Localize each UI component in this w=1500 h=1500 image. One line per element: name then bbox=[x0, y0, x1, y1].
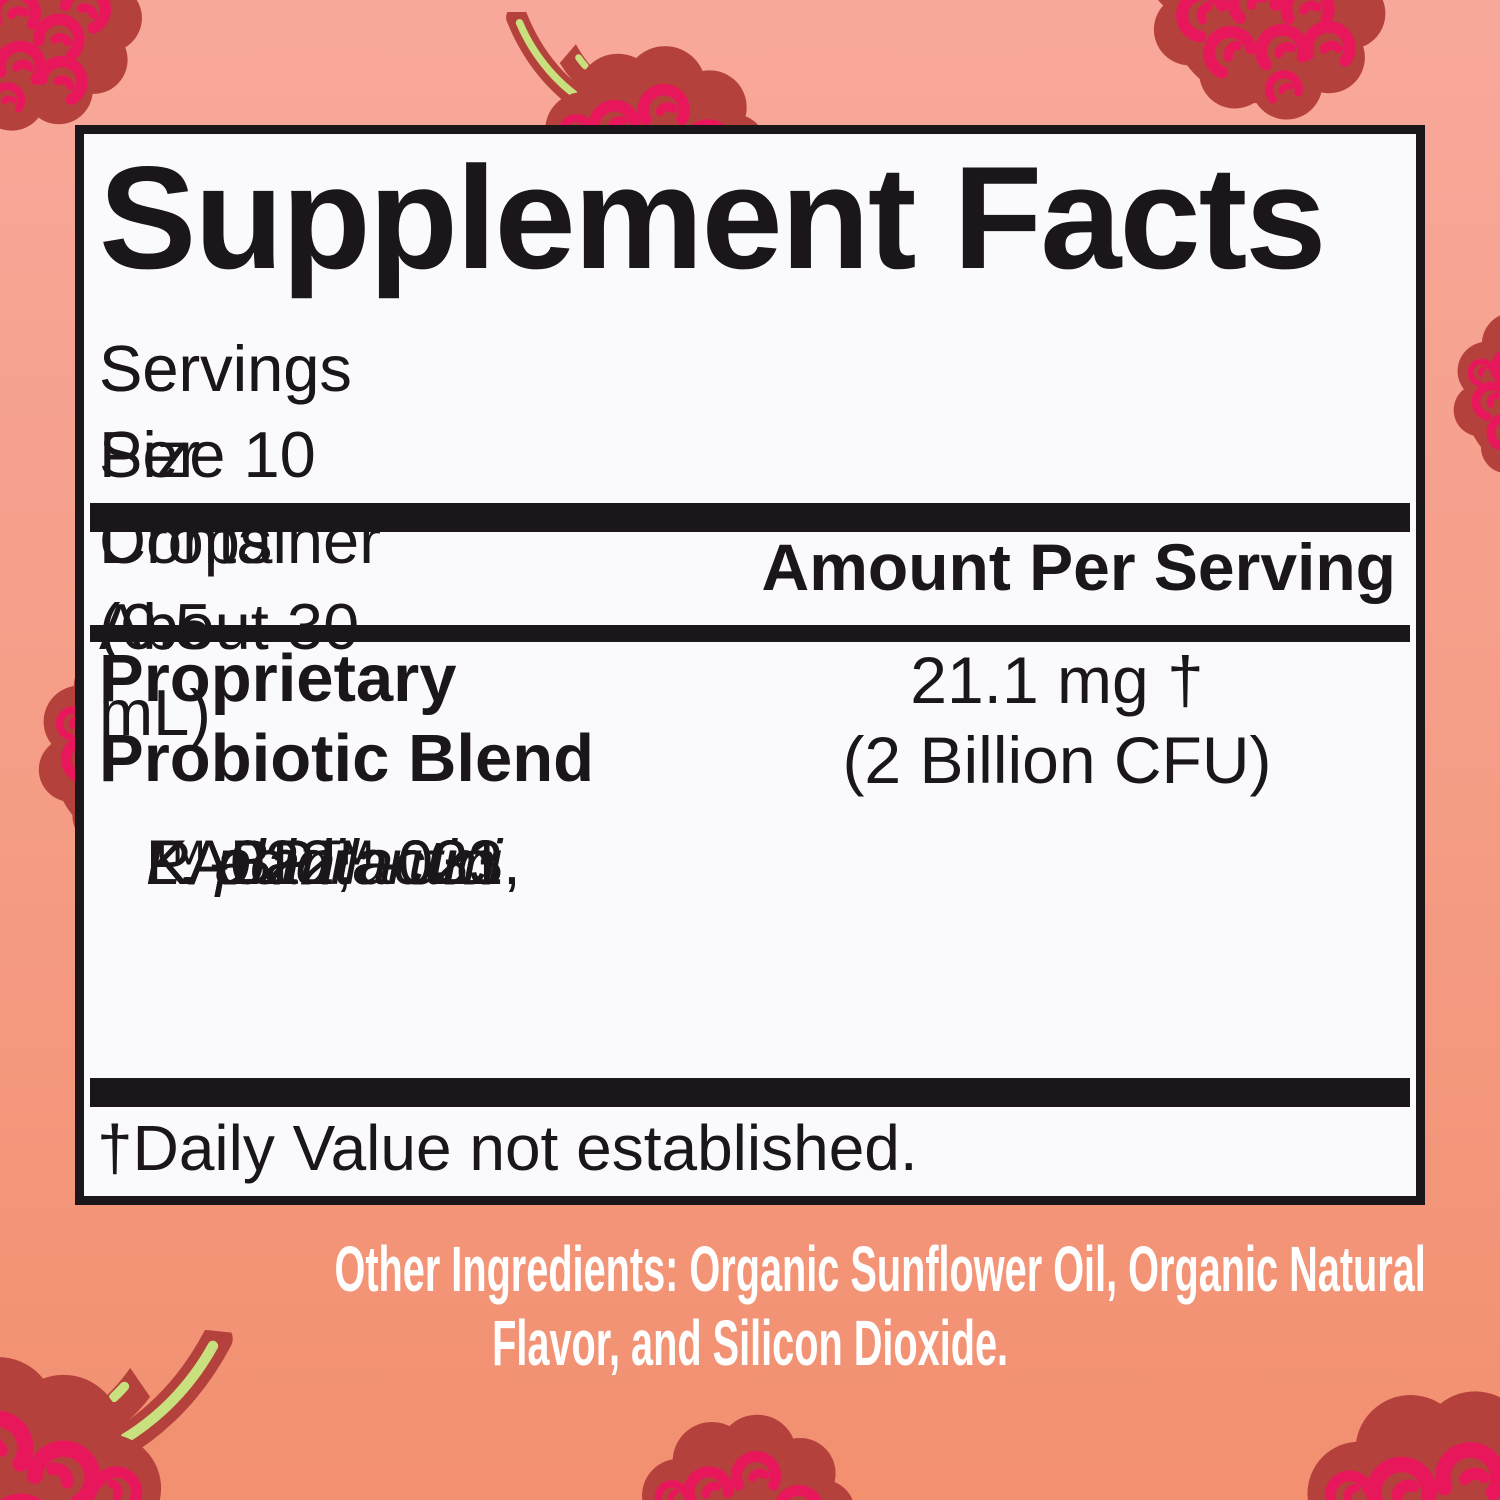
blend-name-line2: Probiotic Blend bbox=[99, 721, 595, 796]
other-ingredients-line1: Other Ingredients: Organic Sunflower Oil… bbox=[0, 1232, 1500, 1306]
strain-species: P. acidilactici bbox=[146, 828, 503, 898]
divider-bar-thick-top bbox=[90, 503, 1410, 532]
strain-code: KABP bbox=[146, 828, 315, 898]
raspberry-icon bbox=[1440, 295, 1500, 490]
strain-species: L. plantarum bbox=[146, 828, 497, 898]
blend-amount-cfu: (2 Billion CFU) bbox=[842, 723, 1272, 797]
serving-size-line: Serving Size 10 Drops (0.5 mL) bbox=[99, 332, 320, 749]
blend-name: Proprietary Probiotic Blend bbox=[99, 639, 594, 799]
strain-species: L. plantarum bbox=[146, 828, 497, 898]
other-ingredients-text1: Other Ingredients: Organic Sunflower Oil… bbox=[334, 1233, 1426, 1305]
strain-code: KABP™-023 bbox=[146, 828, 504, 898]
blend-amount-mg: 21.1 mg † bbox=[910, 643, 1204, 717]
panel-title: Supplement Facts bbox=[99, 136, 1326, 299]
daily-value-note: †Daily Value not established. bbox=[97, 1112, 918, 1184]
divider-bar-medium bbox=[90, 625, 1410, 642]
amount-per-serving-header: Amount Per Serving bbox=[761, 530, 1396, 604]
other-ingredients: Other Ingredients: Organic Sunflower Oil… bbox=[0, 1232, 1500, 1380]
divider-bar-thick-bottom bbox=[90, 1078, 1410, 1107]
supplement-facts-panel: Supplement Facts Serving Size 10 Drops (… bbox=[75, 125, 1425, 1205]
other-ingredients-line2: Flavor, and Silicon Dioxide. bbox=[0, 1306, 1500, 1380]
other-ingredients-text2: Flavor, and Silicon Dioxide. bbox=[492, 1307, 1008, 1379]
strain-code: ™-022, bbox=[146, 828, 353, 898]
strain-code: KABP™-021, bbox=[146, 828, 521, 898]
blend-name-line1: Proprietary bbox=[99, 641, 457, 716]
strain-species: L. plantarum bbox=[146, 828, 497, 898]
raspberry-icon bbox=[620, 1400, 865, 1500]
blend-amount: 21.1 mg † (2 Billion CFU) bbox=[807, 640, 1307, 800]
servings-per-container-line: Servings Per Container About 30 bbox=[99, 332, 381, 663]
strain-code: KABP™-033, bbox=[146, 828, 521, 898]
